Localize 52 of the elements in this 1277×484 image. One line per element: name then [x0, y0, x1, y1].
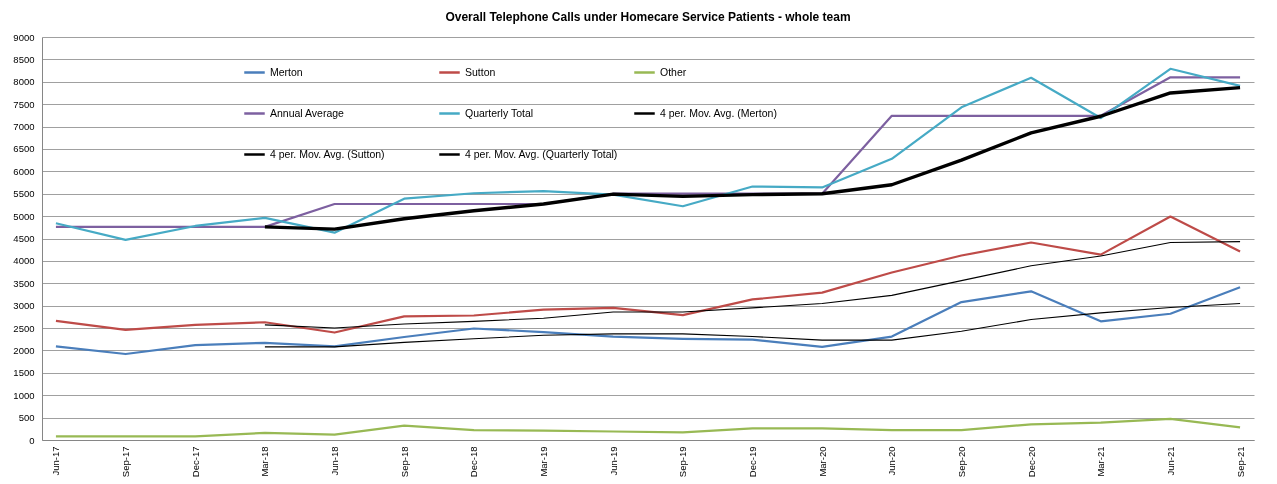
chart-title: Overall Telephone Calls under Homecare Service Patients - whole team	[445, 10, 851, 24]
x-tick-label: Dec-17	[189, 446, 201, 478]
line-series	[54, 417, 1242, 438]
line-series	[264, 241, 1241, 329]
legend-label: Quarterly Total	[465, 106, 534, 119]
line-series	[54, 286, 1242, 356]
line-series	[263, 85, 1242, 231]
legend-label: Merton	[270, 65, 303, 78]
x-tick-label: Sep-17	[120, 446, 132, 478]
legend-label: 4 per. Mov. Avg. (Merton)	[660, 106, 777, 119]
x-tick-label: Mar-19	[538, 446, 550, 477]
y-tick-label: 6500	[13, 143, 35, 155]
y-tick-label: 4500	[13, 233, 35, 244]
y-tick-label: 7000	[13, 121, 35, 133]
y-tick-label: 8000	[13, 76, 35, 88]
y-tick-label: 2500	[13, 322, 35, 334]
x-tick-label: Mar-21	[1095, 446, 1107, 477]
y-tick-label: 1500	[13, 367, 35, 379]
x-tick-label: Sep-21	[1234, 446, 1246, 478]
legend-label: Sutton	[465, 65, 496, 78]
legend-label: 4 per. Mov. Avg. (Quarterly Total)	[465, 147, 618, 160]
x-tick-label: Jun-21	[1164, 446, 1176, 476]
x-tick-label: Dec-19	[746, 446, 758, 478]
legend-label: 4 per. Mov. Avg. (Sutton)	[270, 147, 385, 160]
x-tick-label: Jun-19	[607, 446, 619, 476]
x-tick-label: Dec-18	[468, 446, 480, 478]
x-tick-label: Mar-20	[816, 446, 828, 477]
line-series	[264, 302, 1241, 348]
y-tick-label: 7500	[13, 98, 35, 110]
x-tick-label: Jun-18	[329, 446, 341, 476]
x-tick-label: Sep-18	[398, 446, 410, 478]
legend-label: Annual Average	[270, 106, 345, 119]
y-tick-label: 8500	[13, 53, 35, 65]
x-tick-label: Jun-17	[50, 446, 62, 476]
y-tick-label: 1000	[13, 389, 35, 401]
x-tick-label: Mar-18	[259, 446, 271, 477]
x-tick-label: Jun-20	[886, 446, 898, 476]
x-tick-label: Dec-20	[1025, 446, 1037, 478]
y-tick-label: 500	[18, 412, 35, 424]
y-tick-label: 4000	[13, 255, 35, 267]
y-tick-label: 5500	[13, 188, 35, 200]
y-tick-label: 3500	[13, 277, 35, 289]
y-tick-label: 2000	[13, 344, 35, 356]
line-series	[54, 215, 1242, 334]
y-tick-label: 3000	[13, 300, 35, 312]
y-tick-label: 0	[29, 434, 35, 446]
y-tick-label: 5000	[13, 210, 35, 222]
legend-label: Other	[660, 65, 687, 78]
x-tick-label: Sep-20	[955, 446, 967, 478]
y-tick-label: 9000	[13, 31, 35, 43]
x-tick-label: Sep-19	[677, 446, 689, 478]
y-tick-label: 6000	[13, 165, 35, 177]
